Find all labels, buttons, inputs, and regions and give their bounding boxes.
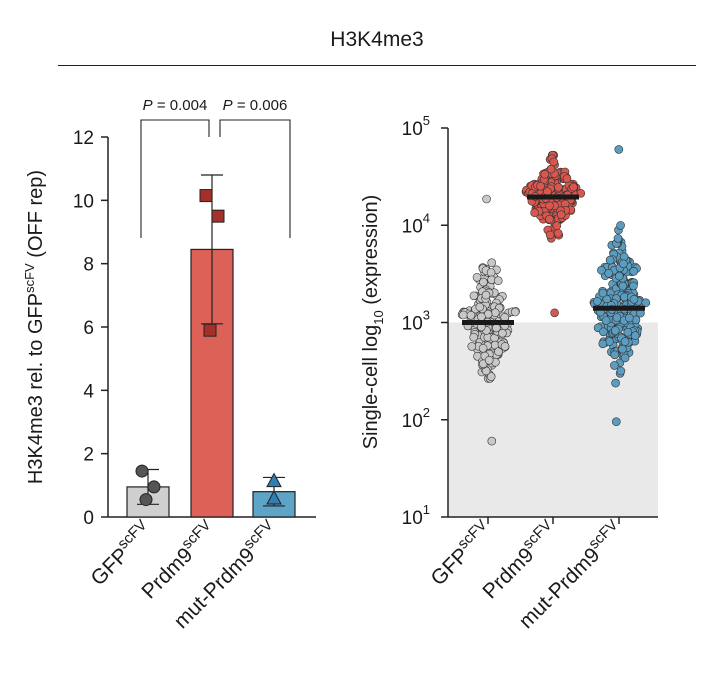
cell-point (545, 230, 555, 240)
cell-point (616, 366, 626, 376)
cell-point (611, 417, 621, 427)
cell-point (469, 332, 479, 342)
cell-point (624, 313, 634, 323)
cell-point (612, 313, 622, 322)
cell-point (613, 234, 623, 243)
cell-point (466, 310, 476, 320)
cell-point (598, 288, 608, 298)
cell-point (614, 145, 624, 154)
y-tick-label: 10 (73, 191, 94, 212)
cell-point (549, 157, 559, 167)
y-tick-label: 102 (402, 405, 430, 432)
cell-point (562, 174, 572, 183)
cell-point (510, 307, 520, 317)
cell-point (629, 266, 639, 276)
cell-point (553, 229, 563, 238)
cell-point (477, 312, 486, 322)
replicate-point (211, 209, 225, 223)
cell-point (545, 201, 554, 211)
figure-header: H3K4me3 (330, 28, 424, 51)
cell-point (459, 310, 468, 320)
cell-point (620, 353, 630, 363)
cell-point (618, 281, 628, 291)
y-tick-label: 104 (402, 210, 430, 237)
y-tick-label: 8 (83, 255, 94, 276)
cell-point (592, 296, 602, 306)
cell-point (623, 327, 633, 337)
y-tick-label: 103 (402, 308, 430, 335)
y-tick-label: 101 (402, 502, 430, 529)
cell-point (629, 281, 638, 291)
cell-point (479, 277, 488, 287)
cell-point (490, 308, 500, 318)
cell-point (536, 181, 545, 191)
cell-point (618, 344, 627, 354)
cell-point (569, 182, 578, 192)
cell-point (498, 328, 507, 338)
header-rule (58, 65, 696, 66)
cell-point (597, 265, 606, 275)
replicate-point (266, 472, 282, 488)
cell-point (610, 361, 619, 370)
cell-point (484, 355, 494, 365)
cell-point (641, 298, 651, 308)
p-value-label: P = 0.004 (143, 97, 208, 114)
y-tick-label: 2 (83, 445, 94, 466)
cell-point (630, 331, 640, 340)
cell-point (601, 316, 611, 325)
bar-chart-panel: 0 2 4 6 8 10 12 H3K4me3 rel. to GFPscFV (OFF re… (22, 97, 316, 633)
y-tick-label: 0 (83, 508, 94, 529)
cell-point (604, 268, 614, 278)
replicate-point (199, 189, 213, 203)
p-value-label: P = 0.006 (223, 97, 288, 114)
single-cell-chart-panel: 101 102 103 104 105 Single-cell log10 (expres… (360, 113, 658, 633)
cell-point (493, 276, 503, 286)
cell-point (494, 347, 503, 356)
cell-point (614, 271, 624, 281)
cell-point (545, 214, 554, 224)
replicate-point (139, 493, 153, 507)
cell-point (611, 378, 620, 388)
cell-point (486, 268, 496, 277)
cell-point (610, 350, 620, 360)
y-tick-label: 4 (83, 381, 94, 402)
cell-point (475, 302, 485, 312)
replicate-point (203, 323, 217, 337)
y-tick-label: 12 (73, 128, 94, 149)
cell-point (487, 436, 497, 446)
cell-point (550, 308, 559, 318)
cell-point (530, 208, 539, 217)
cell-point (629, 294, 639, 304)
y-tick-label: 6 (83, 318, 94, 339)
replicate-point (135, 464, 149, 478)
y-axis-label: H3K4me3 rel. to GFPscFV (OFF rep) (22, 170, 47, 484)
cell-point (605, 255, 615, 265)
cell-point (540, 169, 550, 179)
significance-bracket (219, 119, 291, 238)
cell-point (610, 326, 620, 335)
significance-bracket (140, 119, 210, 238)
y-axis-label: Single-cell log10 (expression) (360, 195, 386, 450)
cell-point (481, 290, 491, 300)
cell-point (478, 343, 488, 353)
cell-point (599, 327, 608, 337)
cell-point (482, 194, 491, 204)
cell-point (620, 337, 630, 346)
cell-point (469, 291, 479, 301)
replicate-point (147, 480, 161, 494)
cell-point (472, 272, 482, 282)
cell-point (487, 258, 497, 268)
cell-point (486, 372, 496, 381)
cell-point (467, 342, 477, 351)
cell-point (554, 183, 563, 192)
replicate-point (266, 489, 282, 505)
cell-point (556, 210, 566, 219)
cell-point (616, 221, 625, 230)
y-tick-label: 105 (402, 113, 430, 140)
cell-point (598, 339, 608, 349)
cell-point (619, 259, 628, 269)
cell-point (500, 342, 510, 351)
